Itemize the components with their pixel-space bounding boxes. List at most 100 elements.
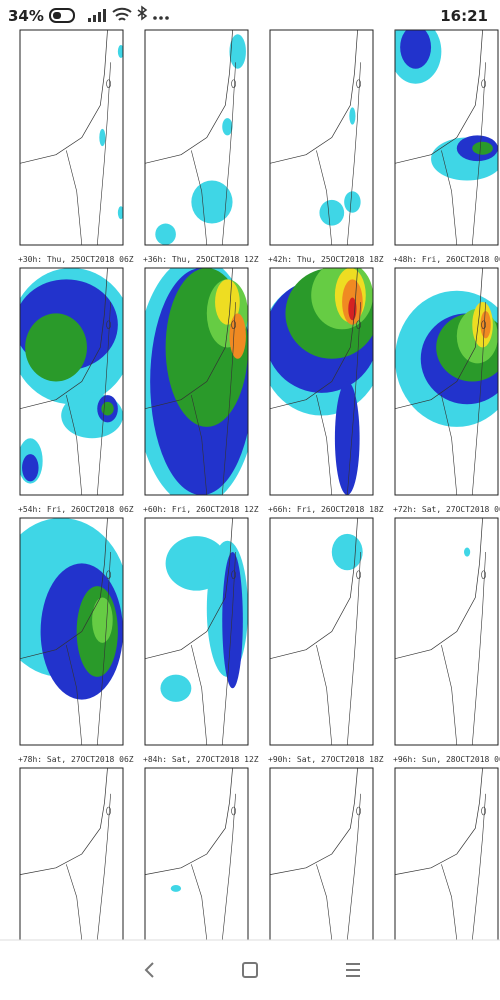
map-panel	[144, 267, 249, 496]
river	[472, 793, 486, 940]
back-button[interactable]	[144, 962, 154, 978]
border	[316, 645, 333, 745]
border	[191, 150, 208, 245]
precip	[145, 768, 236, 940]
panel-frame	[269, 517, 374, 746]
lake	[106, 320, 111, 330]
precip	[395, 30, 498, 245]
lake	[356, 320, 361, 330]
coastline	[270, 268, 358, 410]
map-panel	[19, 517, 124, 746]
map-panel	[269, 29, 374, 246]
precip	[145, 268, 248, 495]
lake	[231, 806, 236, 816]
panel-label: +72h: Sat, 27OCT2018 00Z	[393, 505, 500, 514]
map-panel	[19, 267, 124, 496]
border	[191, 864, 208, 940]
panel-frame	[144, 517, 249, 746]
precip-area	[344, 191, 361, 213]
lake	[231, 570, 236, 580]
precip	[270, 268, 373, 495]
precip-area	[400, 30, 432, 69]
panel-label: +60h: Fri, 26OCT2018 12Z	[143, 505, 259, 514]
battery-text: 34%	[8, 7, 44, 25]
nav-bar	[0, 939, 500, 1000]
coastline	[20, 518, 108, 660]
precip	[145, 518, 248, 745]
river	[222, 551, 236, 745]
lake	[106, 806, 111, 816]
panel-frame	[19, 29, 124, 246]
panel-label: +84h: Sat, 27OCT2018 12Z	[143, 755, 259, 764]
river	[97, 62, 111, 245]
precip-area	[170, 884, 182, 892]
panel-frame	[19, 517, 124, 746]
border	[316, 395, 333, 495]
precip	[20, 268, 123, 495]
coastline	[395, 268, 483, 410]
status-bar: 34% 16:21	[8, 5, 488, 25]
border	[191, 645, 208, 745]
panel-label: +42h: Thu, 25OCT2018 18Z	[268, 255, 384, 264]
river	[347, 551, 361, 745]
lake	[356, 806, 361, 816]
map-panel	[144, 517, 249, 746]
lake	[481, 320, 486, 330]
panel-frame	[269, 267, 374, 496]
panel-frame	[144, 29, 249, 246]
precip	[270, 30, 361, 245]
precip-area	[472, 141, 493, 155]
coastline	[145, 30, 233, 164]
precip-area	[160, 674, 192, 702]
precip	[270, 518, 363, 745]
precip	[395, 768, 486, 940]
panel-frame	[144, 267, 249, 496]
precip-area	[117, 45, 123, 58]
map-panel	[144, 29, 249, 246]
river	[472, 62, 486, 245]
river	[347, 62, 361, 245]
river	[222, 793, 236, 940]
river	[97, 793, 111, 940]
coastline	[395, 518, 483, 660]
precip-area	[99, 128, 106, 147]
border	[191, 395, 208, 495]
border	[441, 150, 458, 245]
precip	[20, 518, 123, 745]
coastline	[270, 30, 358, 164]
precip-area	[334, 381, 360, 495]
lake	[231, 320, 236, 330]
panel-label: +30h: Thu, 25OCT2018 06Z	[18, 255, 134, 264]
border	[66, 864, 83, 940]
precip-area	[229, 34, 246, 69]
precip-area	[25, 313, 87, 382]
precip	[145, 30, 246, 245]
border	[316, 864, 333, 940]
precip-area	[229, 313, 246, 359]
home-button[interactable]	[242, 962, 258, 978]
coastline	[145, 518, 233, 660]
lake	[481, 79, 486, 89]
coastline	[20, 768, 108, 875]
river	[222, 302, 236, 495]
panel-frame	[394, 517, 499, 746]
precip	[20, 30, 123, 245]
precip-area	[319, 199, 345, 226]
precip	[270, 768, 361, 940]
river	[222, 62, 236, 245]
precip-area	[191, 180, 233, 224]
border	[66, 645, 83, 745]
border	[66, 150, 83, 245]
lake	[231, 79, 236, 89]
menu-button[interactable]	[346, 963, 360, 977]
precip	[395, 268, 498, 495]
map-panel	[394, 29, 499, 246]
precip-area	[331, 533, 363, 571]
precip-area	[155, 223, 176, 245]
coastline	[395, 768, 483, 875]
river	[347, 793, 361, 940]
river	[472, 302, 486, 495]
coastline	[395, 30, 483, 164]
map-panel	[19, 29, 124, 246]
clock: 16:21	[440, 7, 488, 25]
